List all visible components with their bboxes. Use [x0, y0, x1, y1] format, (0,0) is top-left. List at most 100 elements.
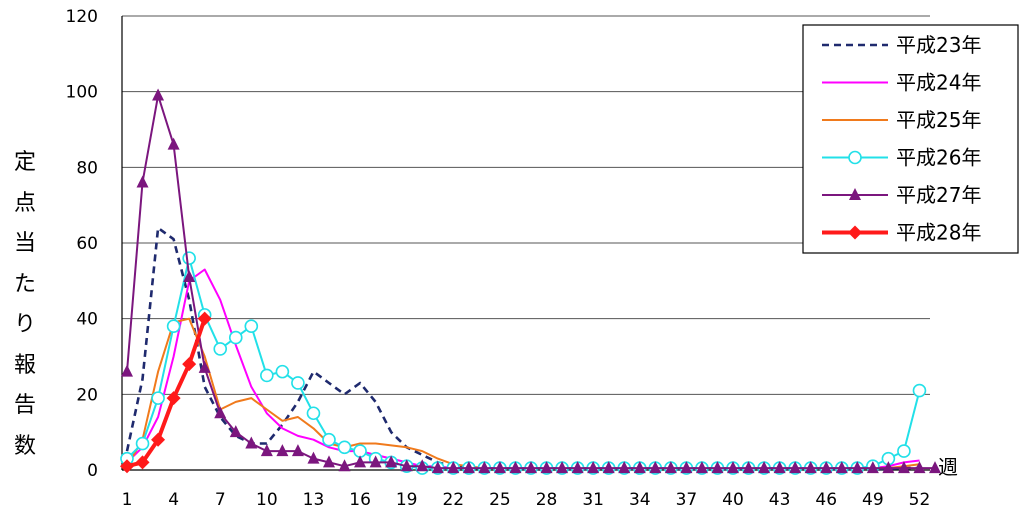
data-point [633, 461, 646, 474]
data-point [602, 461, 615, 474]
data-point [152, 88, 165, 101]
y-tick-label: 120 [66, 7, 98, 27]
gridlines [122, 15, 930, 395]
x-tick-label: 7 [215, 490, 226, 510]
data-point [166, 391, 181, 406]
data-point [680, 461, 693, 474]
x-tick-label: 31 [582, 490, 604, 510]
data-point [509, 461, 522, 474]
data-point [121, 364, 133, 377]
data-point [525, 461, 537, 474]
data-point [307, 451, 320, 464]
data-point [897, 444, 911, 458]
data-point [851, 461, 864, 474]
x-axis-label: 週 [938, 455, 958, 479]
data-point [820, 461, 833, 474]
y-axis-label: 定点当たり報告数 [10, 143, 40, 467]
legend-label: 平成25年 [896, 108, 981, 132]
x-tick-label: 40 [722, 490, 744, 510]
series-line [126, 317, 920, 470]
legend-item: 平成25年 [822, 108, 981, 132]
data-point [213, 342, 228, 356]
data-point [618, 461, 631, 474]
data-point [695, 461, 708, 474]
x-tick-label: 19 [396, 490, 418, 510]
data-point [804, 461, 817, 474]
data-point [416, 459, 429, 472]
series-1 [125, 226, 920, 471]
series-line [125, 226, 920, 471]
data-point [849, 188, 861, 200]
data-point [214, 406, 227, 419]
y-tick-label: 80 [76, 158, 98, 178]
data-point [493, 461, 506, 474]
x-tick-label: 46 [815, 490, 837, 510]
x-tick-label: 10 [256, 490, 278, 510]
data-point [198, 360, 211, 373]
legend-label: 平成23年 [896, 33, 981, 57]
data-point [244, 319, 259, 334]
data-point [727, 461, 739, 474]
data-point [275, 364, 290, 379]
x-tick-label: 13 [303, 490, 325, 510]
data-point [866, 461, 879, 474]
legend-label: 平成28年 [896, 221, 981, 245]
data-point [338, 459, 351, 472]
data-point [260, 444, 273, 457]
data-point [649, 461, 662, 474]
data-point [260, 368, 274, 383]
data-point [711, 461, 724, 474]
data-point [151, 391, 165, 405]
data-point [571, 461, 584, 474]
legend-box [802, 24, 1019, 254]
data-point [742, 461, 755, 474]
x-tick-label: 34 [629, 490, 651, 510]
x-tick-label: 43 [769, 490, 791, 510]
data-point [664, 461, 677, 474]
series-6 [120, 311, 212, 474]
y-axis-label-char: り [13, 312, 36, 337]
data-point [197, 311, 212, 326]
y-tick-label: 60 [76, 234, 98, 254]
data-point [882, 461, 895, 474]
data-point [183, 270, 196, 283]
y-tick-label: 20 [76, 385, 98, 405]
data-point [556, 461, 569, 474]
data-point [848, 225, 862, 240]
data-point [135, 455, 150, 470]
data-point [385, 455, 398, 468]
data-point [182, 251, 196, 265]
legend-item: 平成23年 [822, 33, 981, 57]
legend-item: 平成26年 [822, 146, 981, 170]
data-point [323, 455, 335, 468]
legend-label: 平成27年 [896, 183, 981, 207]
data-point [369, 455, 382, 468]
x-tick-label: 49 [862, 490, 884, 510]
legend-item: 平成28年 [822, 221, 981, 245]
data-point [353, 444, 367, 458]
x-tick-label: 1 [122, 490, 133, 510]
data-point [773, 461, 786, 474]
data-point [229, 425, 242, 438]
data-point [228, 330, 243, 345]
data-point [929, 461, 941, 474]
data-point [540, 461, 553, 474]
x-tick-label: 37 [676, 490, 698, 510]
legend-item: 平成27年 [822, 183, 981, 207]
data-point [182, 357, 197, 372]
y-axis-ticks: 0 20 40 60 80 100 120 [66, 7, 98, 481]
data-point [431, 461, 444, 474]
data-point [291, 376, 305, 390]
data-point [587, 461, 600, 474]
series-5 [121, 88, 941, 474]
x-tick-label: 22 [442, 490, 464, 510]
series-3 [126, 317, 920, 470]
legend-label: 平成24年 [896, 71, 981, 95]
data-point [912, 383, 927, 398]
y-axis-label-char: 報 [13, 352, 36, 378]
data-point [478, 461, 491, 474]
y-axis-label-char: 数 [13, 433, 36, 459]
data-point [136, 175, 149, 188]
data-point [291, 444, 304, 457]
